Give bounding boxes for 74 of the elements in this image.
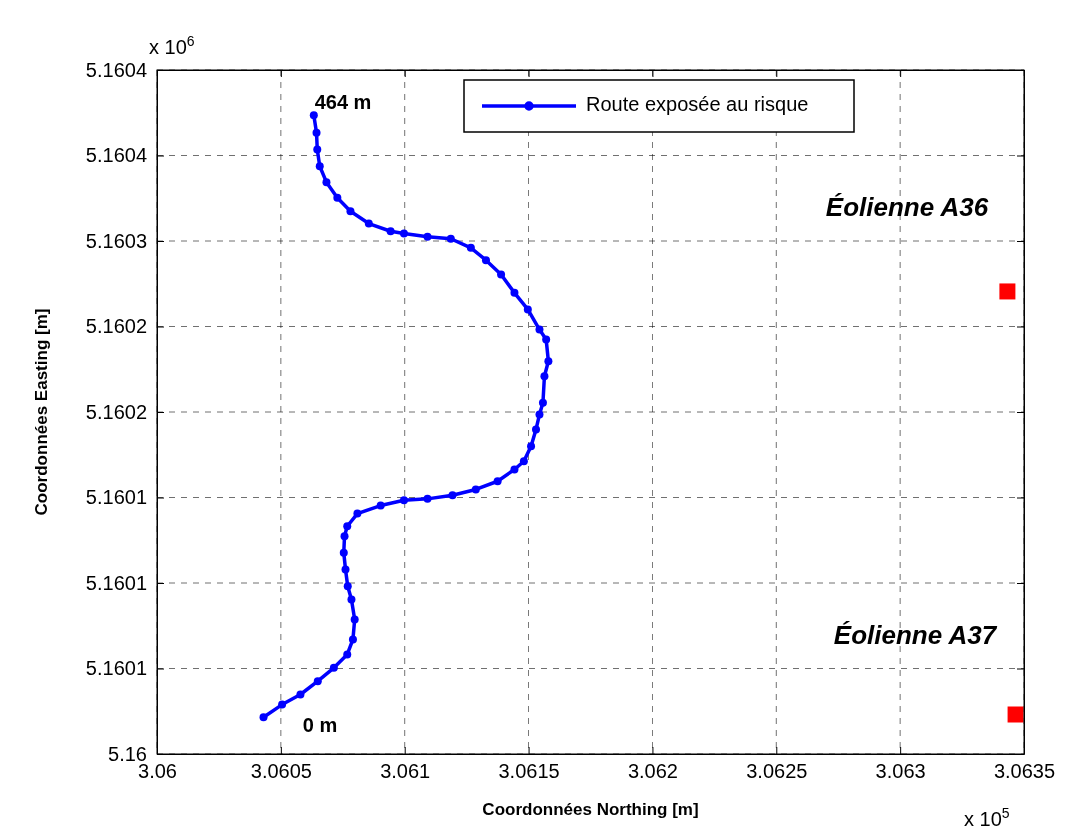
x-tick-label: 3.0615 <box>498 760 560 783</box>
point <box>343 650 352 659</box>
text: x 10$^{5}$ <box>964 805 1010 830</box>
point <box>376 501 385 510</box>
y-tick-label: 5.1601 <box>85 486 147 509</box>
point <box>538 398 547 407</box>
point <box>510 465 519 474</box>
point <box>523 305 532 314</box>
point <box>1007 706 1024 723</box>
y-tick-label: 5.1604 <box>85 144 147 167</box>
point <box>343 522 352 531</box>
x-tick-label: 3.061 <box>380 760 431 783</box>
point <box>364 219 373 228</box>
point <box>535 410 544 419</box>
x-tick-label: 3.0625 <box>746 760 808 783</box>
point <box>466 243 475 252</box>
point <box>350 615 359 624</box>
point <box>399 496 408 505</box>
point <box>497 270 506 279</box>
x-tick-label: 3.063 <box>875 760 926 783</box>
point <box>510 288 519 297</box>
point <box>471 485 480 494</box>
y-tick-label: 5.1601 <box>85 571 147 594</box>
point <box>481 256 490 265</box>
point <box>540 372 549 381</box>
point <box>339 548 348 557</box>
point <box>347 595 356 604</box>
point <box>315 162 324 171</box>
point <box>386 227 395 236</box>
point <box>341 565 350 574</box>
point <box>278 700 287 709</box>
point <box>448 491 457 500</box>
text: x 10$^{6}$ <box>149 33 195 58</box>
point <box>527 442 536 451</box>
point <box>535 325 544 334</box>
point <box>399 229 408 238</box>
point <box>423 494 432 503</box>
point <box>309 111 318 120</box>
point <box>348 635 357 644</box>
point <box>333 193 342 202</box>
x-tick-label: 3.0605 <box>250 760 312 783</box>
point <box>446 234 455 243</box>
point <box>519 457 528 466</box>
point <box>542 335 551 344</box>
point <box>313 145 322 154</box>
x-axis-title: Coordonnées Northing [m] <box>482 800 699 819</box>
y-tick-label: 5.1601 <box>85 657 147 680</box>
annotation: Éolienne A36 <box>825 192 989 222</box>
annotation: 0 m <box>302 714 338 736</box>
x-tick-label: 3.0635 <box>993 760 1056 783</box>
point <box>329 663 338 672</box>
point <box>423 232 432 241</box>
point <box>346 207 355 216</box>
point <box>340 532 349 541</box>
legend-label: Route exposée au risque <box>586 93 809 116</box>
point <box>544 357 553 366</box>
y-tick-label: 5.1602 <box>85 400 147 423</box>
x-tick-label: 3.062 <box>627 760 678 783</box>
point <box>296 690 305 699</box>
annotation: Éolienne A37 <box>833 620 998 650</box>
point <box>259 713 268 722</box>
point <box>312 128 321 137</box>
y-tick-label: 5.1602 <box>85 315 147 338</box>
y-axis-title: Coordonnées Easting [m] <box>32 308 51 516</box>
point <box>532 425 540 434</box>
point <box>313 677 322 686</box>
point <box>353 509 362 518</box>
annotation: 464 m <box>314 91 372 113</box>
point <box>343 582 352 591</box>
y-tick-label: 5.1603 <box>85 229 147 252</box>
y-tick-label: 5.1604 <box>85 58 147 81</box>
point <box>493 477 502 486</box>
point <box>322 178 331 187</box>
point <box>999 283 1016 300</box>
